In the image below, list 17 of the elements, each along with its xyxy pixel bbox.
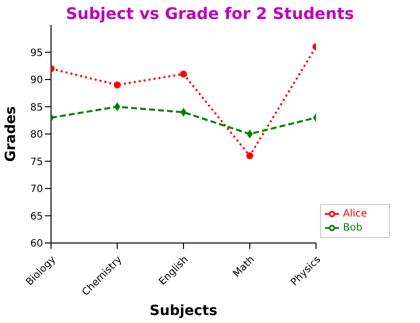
point [180, 70, 187, 78]
y-axis-title: Grades [2, 106, 19, 162]
point [246, 152, 254, 160]
y-tick-label: 85 [30, 102, 43, 114]
chart-title: Subject vs Grade for 2 Students [64, 4, 356, 23]
y-tick-label: 65 [30, 211, 43, 222]
y-tick-label: 95 [30, 48, 43, 59]
y-tick-label: 90 [30, 75, 43, 86]
x-axis-title: Subjects [150, 303, 218, 319]
y-tick-label: 60 [30, 238, 43, 250]
legend-label: Alice [343, 208, 368, 220]
y-tick-label: 80 [30, 130, 43, 141]
point [246, 130, 253, 138]
point [114, 81, 121, 88]
legend-label: Bob [343, 222, 362, 234]
y-tick-label: 75 [30, 156, 43, 168]
y-tick-label: 70 [30, 184, 43, 196]
